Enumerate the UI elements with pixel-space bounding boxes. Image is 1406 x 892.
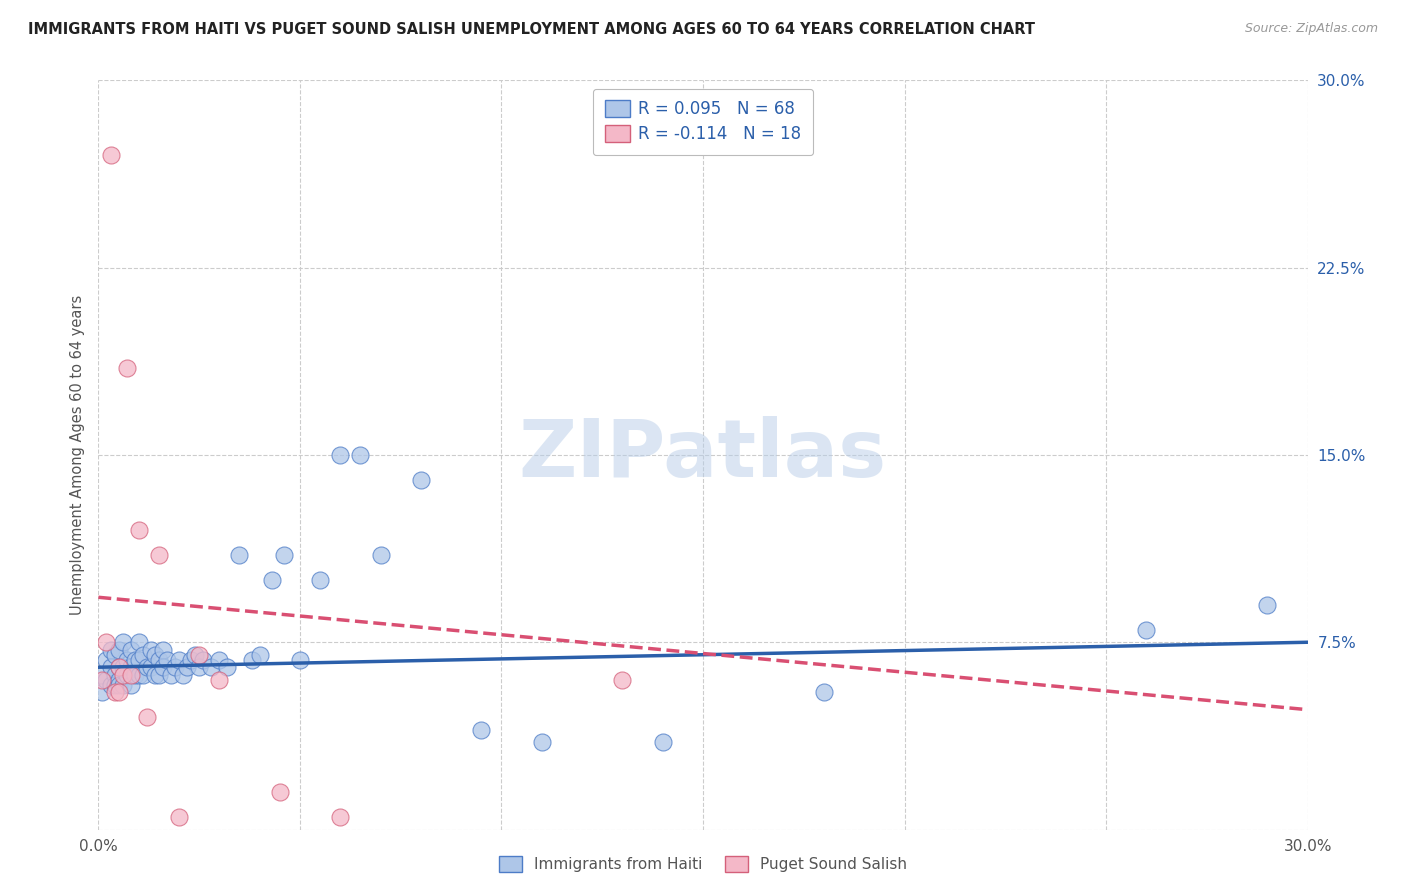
Point [120,660,142,674]
Point [135,710,157,724]
Point [148,667,170,681]
Point [152,660,174,674]
Point [143,648,166,662]
Point [273,548,295,562]
Point [193,653,215,667]
Point [103,648,125,662]
Point [470,723,492,737]
Point [370,548,392,562]
Point [139,642,162,657]
Point [249,648,271,662]
Point [103,667,125,681]
Point [124,653,146,667]
Text: ZIPatlas: ZIPatlas [519,416,887,494]
Point [91,667,114,681]
Point [91,685,114,699]
Text: Source: ZipAtlas.com: Source: ZipAtlas.com [1244,22,1378,36]
Point [100,678,122,692]
Point [156,653,179,667]
Point [329,810,352,824]
Point [329,448,352,462]
Point [111,635,134,649]
Point [188,648,211,662]
Point [128,667,150,681]
Point [96,635,118,649]
Point [148,548,170,562]
Point [813,685,835,699]
Point [530,735,553,749]
Point [124,667,146,681]
Point [91,673,114,687]
Point [651,735,673,749]
Point [132,667,155,681]
Point [107,673,129,687]
Point [260,573,283,587]
Point [160,667,183,681]
Point [103,685,125,699]
Point [107,660,129,674]
Point [1135,623,1157,637]
Point [107,642,129,657]
Point [180,653,202,667]
Point [115,653,138,667]
Point [288,653,311,667]
Point [612,673,634,687]
Point [217,660,239,674]
Y-axis label: Unemployment Among Ages 60 to 64 years: Unemployment Among Ages 60 to 64 years [69,294,84,615]
Point [148,653,170,667]
Point [96,653,118,667]
Point [152,642,174,657]
Point [111,667,134,681]
Point [184,648,207,662]
Point [96,673,118,687]
Point [409,473,432,487]
Point [167,653,190,667]
Point [120,678,142,692]
Point [107,660,129,674]
Point [188,660,211,674]
Point [115,360,138,375]
Point [349,448,371,462]
Point [163,660,186,674]
Point [135,660,157,674]
Point [269,785,291,799]
Point [120,667,142,681]
Point [128,523,150,537]
Point [176,660,198,674]
Point [132,648,155,662]
Point [103,678,125,692]
Point [107,678,129,692]
Point [139,660,162,674]
Point [100,660,122,674]
Point [240,653,263,667]
Point [309,573,332,587]
Legend: Immigrants from Haiti, Puget Sound Salish: Immigrants from Haiti, Puget Sound Salis… [491,848,915,880]
Point [208,673,231,687]
Point [228,548,250,562]
Point [115,667,138,681]
Legend: R = 0.095   N = 68, R = -0.114   N = 18: R = 0.095 N = 68, R = -0.114 N = 18 [593,88,813,155]
Point [143,667,166,681]
Point [111,678,134,692]
Point [167,810,190,824]
Point [1256,598,1278,612]
Point [111,660,134,674]
Point [107,685,129,699]
Point [100,642,122,657]
Point [120,642,142,657]
Text: IMMIGRANTS FROM HAITI VS PUGET SOUND SALISH UNEMPLOYMENT AMONG AGES 60 TO 64 YEA: IMMIGRANTS FROM HAITI VS PUGET SOUND SAL… [28,22,1035,37]
Point [208,653,231,667]
Point [200,660,222,674]
Point [128,653,150,667]
Point [100,148,122,162]
Point [172,667,194,681]
Point [128,635,150,649]
